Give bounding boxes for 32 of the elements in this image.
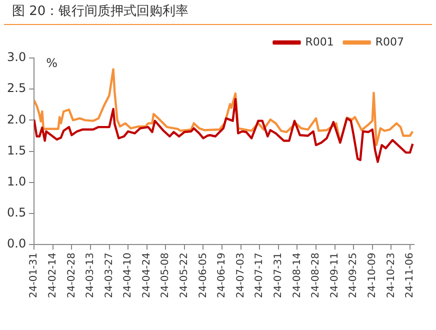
x-tick-label: 24-07-17 [254, 252, 266, 298]
y-tick-label: 2.5 [6, 81, 26, 96]
y-axis-title: % [46, 56, 58, 70]
x-tick-label: 24-04-10 [122, 252, 134, 298]
x-tick-label: 24-10-09 [366, 252, 378, 298]
x-tick-label: 24-11-06 [404, 252, 416, 298]
x-tick-label: 24-04-24 [141, 252, 152, 298]
x-tick-label: 24-06-05 [198, 252, 209, 298]
x-tick-label: 24-03-27 [104, 252, 115, 298]
y-tick-label: 1.0 [6, 174, 26, 189]
x-tick-label: 24-08-14 [292, 252, 303, 298]
x-tick-label: 24-05-22 [179, 252, 190, 298]
x-tick-label: 24-10-23 [386, 252, 397, 298]
x-tick-label: 24-09-11 [329, 252, 340, 298]
y-tick-label: 0.5 [6, 206, 26, 220]
x-tick-label: 24-01-31 [28, 252, 40, 298]
y-tick-label: 1.5 [6, 143, 26, 158]
legend-label: R001 [305, 35, 334, 48]
x-tick-label: 24-03-13 [85, 252, 96, 298]
y-tick-label: 3.0 [6, 50, 26, 64]
x-tick-label: 24-02-28 [66, 252, 78, 298]
x-tick-label: 24-02-14 [47, 252, 58, 298]
x-tick-label: 24-07-03 [235, 252, 246, 298]
x-tick-label: 24-07-31 [273, 252, 284, 298]
legend-label: R007 [375, 35, 404, 48]
x-tick-label: 24-09-25 [348, 252, 360, 298]
y-tick-label: 0.0 [6, 236, 26, 251]
chart-title: 图 20：银行间质押式回购利率 [4, 0, 432, 25]
y-tick-label: 2.0 [6, 112, 26, 126]
x-tick-label: 24-08-28 [310, 252, 322, 298]
x-tick-label: 24-05-08 [160, 252, 172, 298]
x-tick-label: 24-06-19 [216, 252, 228, 298]
